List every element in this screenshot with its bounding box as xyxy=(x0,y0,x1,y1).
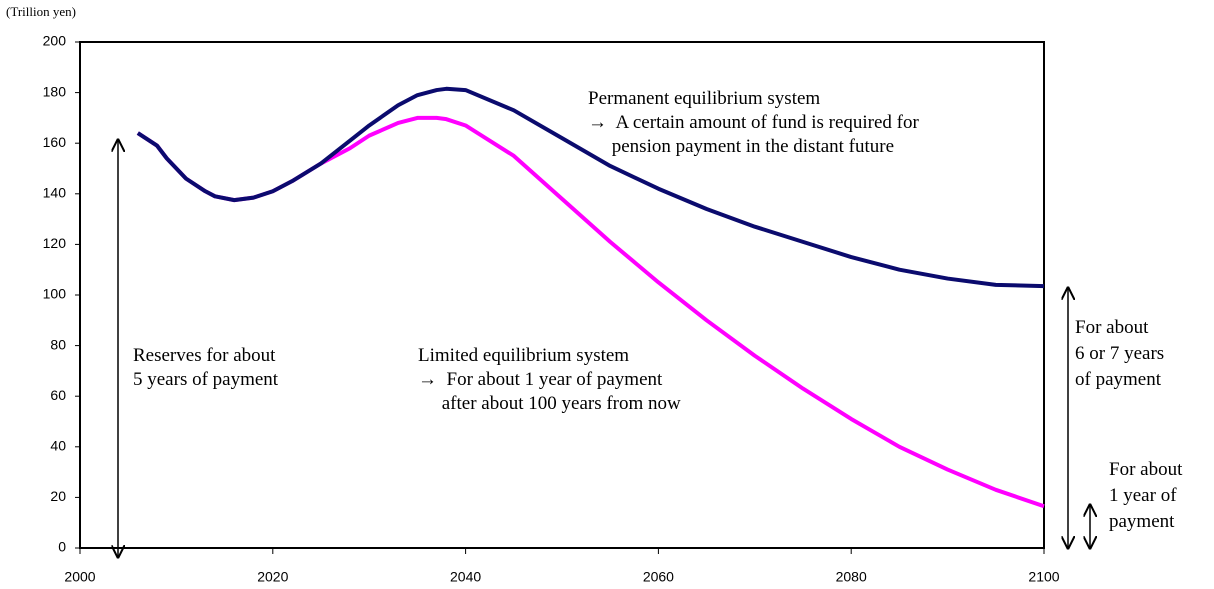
y-tick-label: 140 xyxy=(43,185,67,201)
y-tick-label: 20 xyxy=(50,488,66,504)
annotation: Permanent equilibrium system xyxy=(588,88,820,109)
annotation: For about xyxy=(1075,317,1149,338)
y-axis-label: (Trillion yen) xyxy=(6,4,76,19)
y-tick-label: 0 xyxy=(58,539,66,555)
y-tick-label: 100 xyxy=(43,286,67,302)
x-tick-label: 2080 xyxy=(836,569,867,585)
x-tick-label: 2040 xyxy=(450,569,481,585)
line-series xyxy=(136,115,1045,509)
annotation: 6 or 7 years xyxy=(1075,343,1164,364)
annotation: → For about 1 year of payment xyxy=(418,369,663,390)
x-tick-label: 2100 xyxy=(1028,569,1059,585)
y-tick-label: 40 xyxy=(50,438,66,454)
annotation: payment xyxy=(1109,511,1175,532)
annotation: 5 years of payment xyxy=(133,369,279,390)
annotation: → A certain amount of fund is required f… xyxy=(588,112,920,133)
y-tick-label: 180 xyxy=(43,83,67,99)
annotation: For about xyxy=(1109,459,1183,480)
annotation: pension payment in the distant future xyxy=(588,136,894,157)
x-tick-label: 2020 xyxy=(257,569,288,585)
annotation: 1 year of xyxy=(1109,485,1177,506)
annotation: Reserves for about xyxy=(133,345,276,366)
y-tick-label: 80 xyxy=(50,336,66,352)
y-tick-label: 120 xyxy=(43,235,67,251)
annotation: of payment xyxy=(1075,369,1162,390)
annotation: Limited equilibrium system xyxy=(418,345,629,366)
y-tick-label: 200 xyxy=(43,33,67,49)
annotation: after about 100 years from now xyxy=(418,393,681,414)
x-tick-label: 2060 xyxy=(643,569,674,585)
x-tick-label: 2000 xyxy=(64,569,95,585)
y-tick-label: 160 xyxy=(43,134,67,150)
y-tick-label: 60 xyxy=(50,387,66,403)
line-series xyxy=(136,86,1045,289)
